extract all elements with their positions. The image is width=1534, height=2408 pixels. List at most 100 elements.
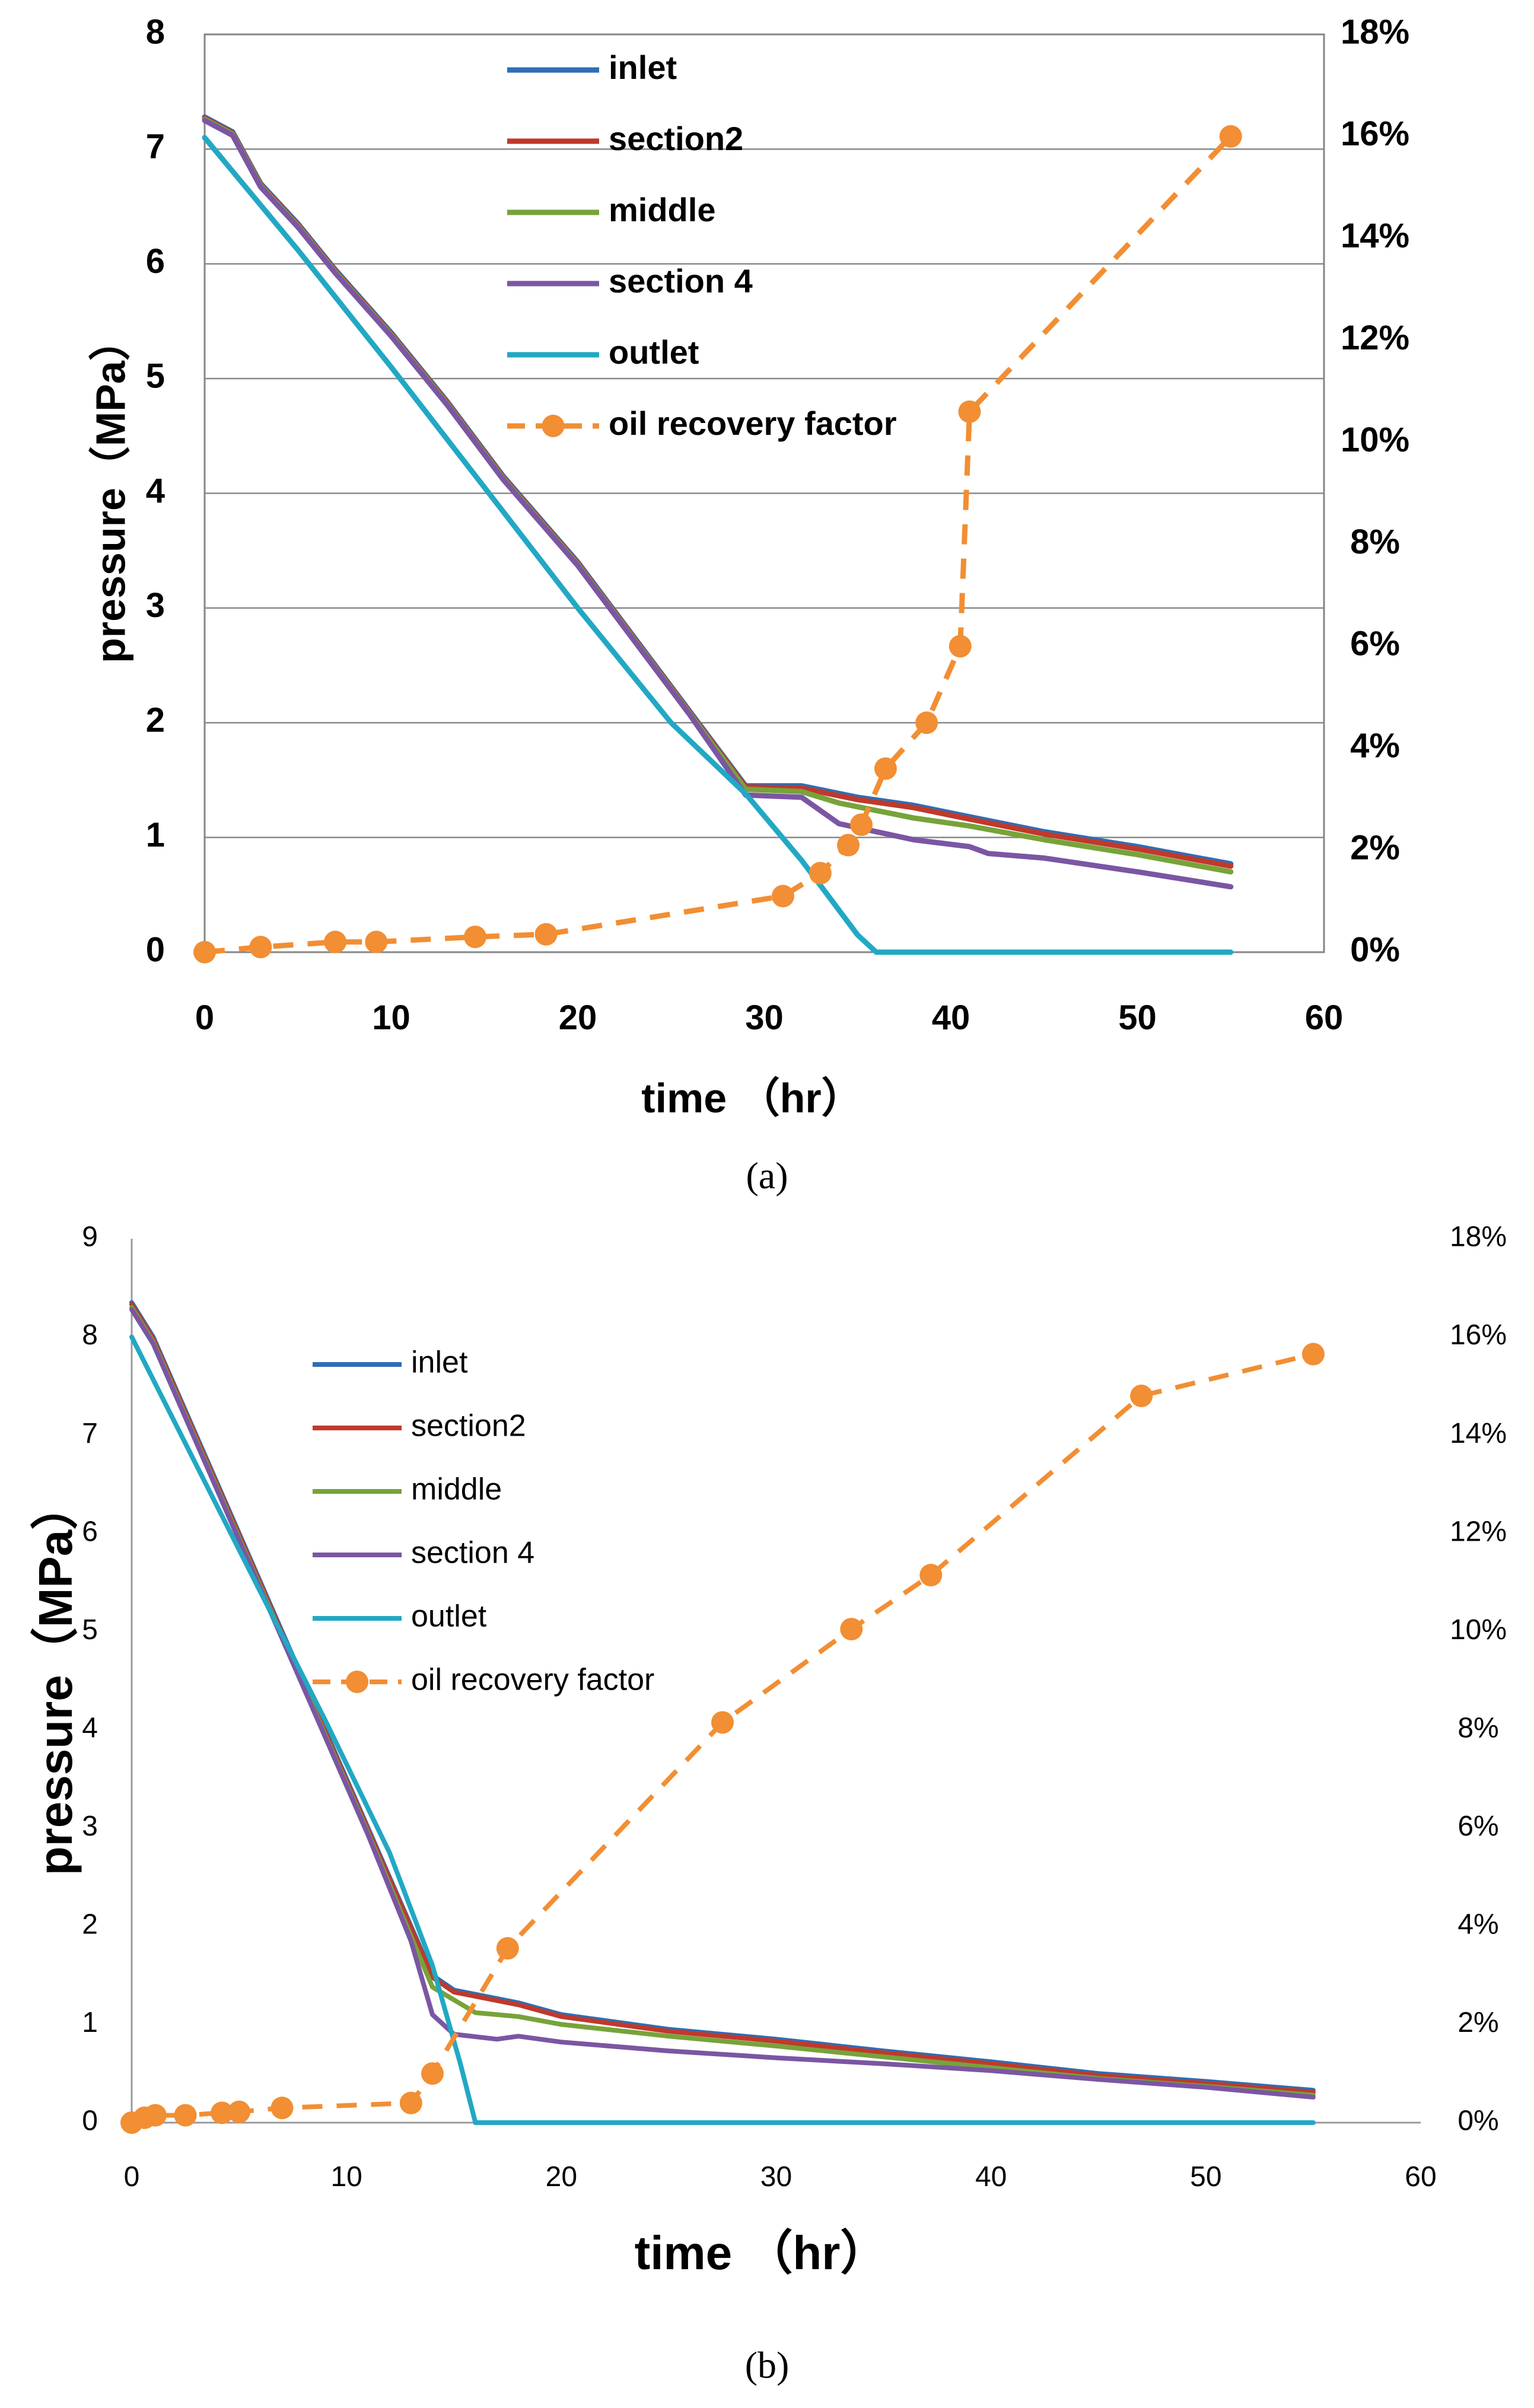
x-tick-label: 50	[1118, 998, 1157, 1037]
y2-tick-label: 0%	[1350, 930, 1400, 969]
y2-tick-label: 6%	[1350, 625, 1400, 663]
y2-tick-label: 10%	[1341, 421, 1409, 459]
legend-label-oil-recovery-factor: oil recovery factor	[411, 1663, 654, 1697]
data-point-oil-recovery-factor	[850, 813, 873, 836]
y-tick-label: 7	[82, 1418, 98, 1449]
data-point-oil-recovery-factor	[1301, 1343, 1325, 1366]
x-tick-label: 30	[760, 2161, 792, 2193]
x-tick-label: 10	[330, 2161, 362, 2193]
y-tick-label: 1	[82, 2007, 98, 2038]
data-point-oil-recovery-factor	[174, 2104, 197, 2127]
y2-tick-label: 18%	[1450, 1222, 1507, 1253]
data-point-oil-recovery-factor	[365, 930, 388, 953]
y2-tick-label: 8%	[1457, 1712, 1498, 1744]
data-point-oil-recovery-factor	[837, 834, 860, 857]
y2-tick-label: 4%	[1350, 727, 1400, 765]
x-tick-label: 0	[195, 998, 214, 1037]
y2-tick-label: 14%	[1450, 1418, 1507, 1449]
x-tick-label: 30	[745, 998, 784, 1037]
y-tick-label: 2	[146, 701, 165, 740]
data-point-oil-recovery-factor	[270, 2097, 294, 2120]
x-tick-label: 60	[1305, 998, 1344, 1037]
legend-label-middle: middle	[609, 191, 715, 228]
x-tick-label: 10	[372, 998, 410, 1037]
legend-label-section-4: section 4	[609, 262, 753, 300]
data-point-oil-recovery-factor	[496, 1937, 519, 1960]
y2-tick-label: 0%	[1457, 2105, 1498, 2137]
data-point-oil-recovery-factor	[144, 2104, 167, 2127]
x-tick-label: 40	[975, 2161, 1007, 2193]
y-tick-label: 7	[146, 128, 165, 166]
y-tick-label: 4	[82, 1712, 98, 1744]
y2-tick-label: 6%	[1457, 1811, 1498, 1842]
data-point-oil-recovery-factor	[711, 1711, 734, 1734]
chart-panel-a: 0 10 20 30 40 50 60 0 1 2 3 4 5 6 7 8 0% 2% 4% 6% 8% 10% 12% 14…	[87, 12, 1409, 1121]
x-tick-label: 20	[559, 998, 597, 1037]
y-tick-label: 2	[82, 1909, 98, 1941]
y-tick-label: 5	[82, 1614, 98, 1646]
series-line-section-4	[202, 117, 1234, 890]
x-tick-label: 60	[1405, 2161, 1436, 2193]
y-tick-label: 3	[82, 1811, 98, 1842]
series-line-outlet	[202, 135, 1234, 955]
y2-tick-label: 8%	[1350, 523, 1400, 561]
y-tick-label: 1	[146, 816, 165, 854]
data-point-oil-recovery-factor	[399, 2091, 422, 2114]
series-line-oil-recovery-factor	[131, 1351, 1314, 2125]
legend-label-outlet: outlet	[609, 333, 699, 371]
chart-panel-b: 0 10 20 30 40 50 60 0 1 2 3 4 5 6 7 8 9 0% 2% 4% 6% 8% 10% 12% 1…	[29, 1222, 1507, 2279]
x-axis-title: time （hr）	[641, 1075, 863, 1121]
data-point-oil-recovery-factor	[534, 923, 558, 946]
data-point-oil-recovery-factor	[840, 1618, 863, 1641]
y-tick-label: 8	[82, 1319, 98, 1351]
legend: inlet section2 middle section 4 outlet oil re…	[313, 1345, 654, 1697]
y-axis-title: pressure（MPa）	[29, 1483, 82, 1875]
series-line-section-4	[129, 1307, 1316, 2100]
y-tick-label: 0	[82, 2105, 98, 2137]
data-point-oil-recovery-factor	[949, 635, 972, 658]
y2-tick-label: 2%	[1457, 2007, 1498, 2038]
y2-tick-label: 2%	[1350, 828, 1400, 867]
y2-tick-label: 18%	[1341, 12, 1409, 51]
data-point-oil-recovery-factor	[421, 2062, 444, 2085]
y2-tick-label: 12%	[1450, 1516, 1507, 1547]
data-point-oil-recovery-factor	[771, 885, 794, 908]
caption-a: (a)	[746, 1154, 788, 1197]
x-axis-title: time （hr）	[635, 2226, 888, 2279]
data-point-oil-recovery-factor	[809, 861, 832, 885]
series-line-oil-recovery-factor	[204, 134, 1233, 955]
legend-label-section2: section2	[411, 1409, 526, 1443]
legend-label-oil-recovery-factor: oil recovery factor	[609, 405, 897, 442]
legend-label-outlet: outlet	[411, 1599, 487, 1634]
x-tick-label: 40	[932, 998, 970, 1037]
data-point-oil-recovery-factor	[249, 936, 272, 959]
series-line-outlet	[129, 1334, 1316, 2125]
x-tick-label: 20	[546, 2161, 577, 2193]
y2-tick-label: 4%	[1457, 1909, 1498, 1941]
data-point-oil-recovery-factor	[919, 1564, 943, 1587]
y-tick-label: 0	[146, 930, 165, 969]
caption-b: (b)	[744, 2344, 790, 2386]
data-point-oil-recovery-factor	[193, 941, 216, 963]
x-tick-label: 0	[124, 2161, 140, 2193]
y-tick-label: 6	[82, 1516, 98, 1547]
y2-tick-label: 16%	[1450, 1319, 1507, 1351]
y-tick-label: 8	[146, 12, 165, 51]
y-tick-label: 5	[146, 357, 165, 395]
legend-label-middle: middle	[411, 1472, 502, 1507]
legend-label-section2: section2	[609, 120, 743, 157]
data-point-oil-recovery-factor	[958, 400, 981, 423]
data-point-oil-recovery-factor	[915, 711, 938, 734]
y-axis-title: pressure（MPa）	[87, 319, 133, 663]
y2-tick-label: 10%	[1450, 1614, 1507, 1646]
data-point-oil-recovery-factor	[324, 930, 347, 953]
legend-marker-oil-recovery-factor	[542, 415, 565, 437]
legend-label-inlet: inlet	[411, 1345, 468, 1380]
legend-marker-oil-recovery-factor	[346, 1671, 368, 1693]
y2-tick-label: 16%	[1341, 114, 1409, 153]
legend-label-inlet: inlet	[609, 49, 677, 86]
y-tick-label: 3	[146, 586, 165, 625]
data-point-oil-recovery-factor	[228, 2100, 251, 2123]
y-tick-label: 4	[146, 472, 165, 510]
